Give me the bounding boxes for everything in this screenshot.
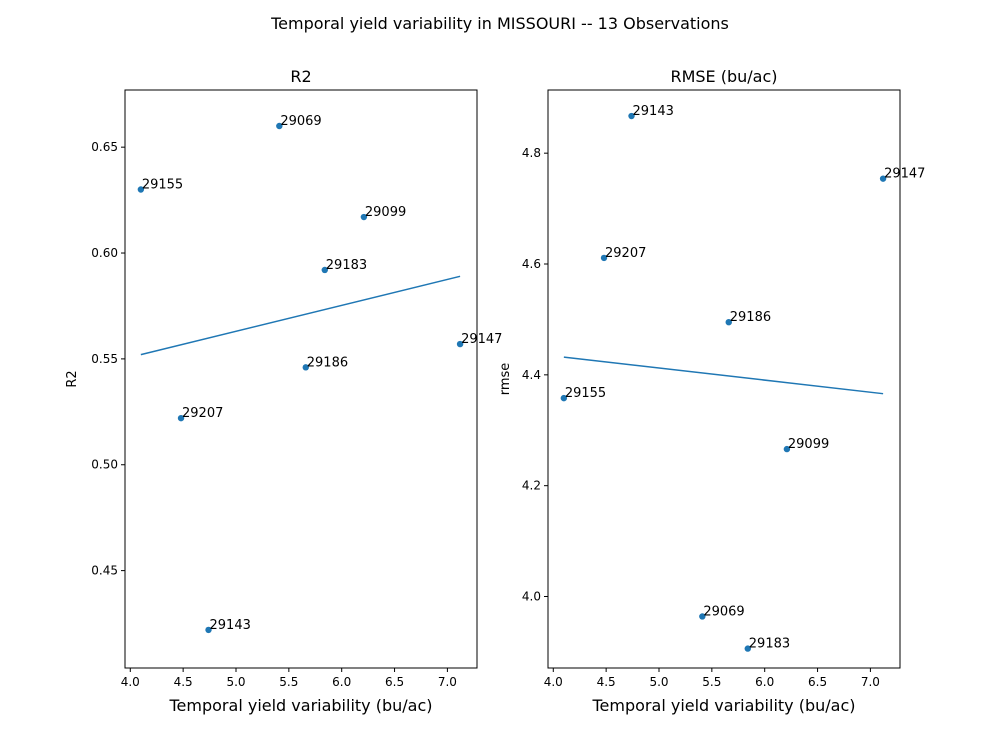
- r2-panel: R2 4.0 4.5 5.0 5.5 6.0 6.5 7.0 0.45 0.50 0.55 0.60 0…: [65, 67, 502, 715]
- r2-data-point: [205, 626, 212, 634]
- rmse-point-label: 29147: [884, 167, 925, 182]
- rmse-data-point: [560, 394, 568, 402]
- rmse-data-point: [628, 112, 635, 120]
- r2-chart-title: R2: [290, 67, 311, 86]
- r2-x-tick-label: 7.0: [438, 675, 457, 689]
- rmse-x-tick-label: 6.0: [755, 675, 774, 689]
- rmse-point-label: 29186: [730, 310, 771, 325]
- r2-y-tick-label: 0.55: [91, 352, 118, 366]
- r2-point-label: 29207: [182, 406, 223, 421]
- rmse-data-point: [600, 254, 608, 262]
- rmse-data-point: [725, 318, 732, 326]
- rmse-point-label: 29069: [703, 604, 744, 619]
- rmse-x-tick-label: 5.0: [649, 675, 668, 689]
- rmse-x-tick-label: 6.5: [808, 675, 827, 689]
- rmse-x-tick-label: 7.0: [861, 675, 880, 689]
- r2-y-tick-label: 0.65: [91, 140, 118, 154]
- r2-x-tick-label: 6.0: [332, 675, 351, 689]
- r2-point-label: 29155: [142, 178, 183, 193]
- r2-y-axis-label: R2: [65, 370, 80, 387]
- r2-point-label: 29183: [326, 258, 367, 273]
- rmse-y-tick-label: 4.6: [522, 257, 541, 271]
- r2-point-label: 29186: [307, 355, 348, 370]
- rmse-x-tick-label: 4.0: [544, 675, 563, 689]
- rmse-x-axis-label: Temporal yield variability (bu/ac): [592, 696, 856, 715]
- figure-suptitle: Temporal yield variability in MISSOURI -…: [270, 14, 729, 33]
- r2-x-tick-label: 4.5: [174, 675, 193, 689]
- rmse-point-label: 29099: [788, 437, 829, 452]
- r2-data-point: [321, 266, 328, 274]
- r2-data-point: [276, 122, 283, 130]
- rmse-data-point: [879, 175, 887, 182]
- r2-point-label: 29069: [280, 114, 321, 129]
- r2-axes-frame: [124, 89, 478, 669]
- r2-data-point: [302, 364, 309, 371]
- r2-point-label: 29143: [210, 618, 251, 633]
- r2-x-axis-label: Temporal yield variability (bu/ac): [169, 696, 433, 715]
- rmse-data-point: [783, 445, 791, 453]
- r2-y-tick-label: 0.50: [91, 458, 118, 472]
- r2-data-point: [177, 414, 185, 422]
- rmse-y-tick-label: 4.2: [522, 479, 541, 493]
- rmse-y-tick-label: 4.8: [522, 146, 541, 160]
- rmse-panel: RMSE (bu/ac) 4.0 4.5 5.0 5.5 6.0 6.5 7.0 4.0 4.2 4…: [498, 67, 925, 715]
- rmse-x-tick-label: 4.5: [597, 675, 616, 689]
- r2-y-tick-label: 0.60: [91, 246, 118, 260]
- r2-fit-line: [140, 275, 461, 356]
- rmse-point-label: 29143: [633, 104, 674, 119]
- r2-point-label: 29147: [461, 332, 502, 347]
- r2-x-tick-label: 5.5: [279, 675, 298, 689]
- r2-x-tick-label: 4.0: [121, 675, 140, 689]
- rmse-x-tick-label: 5.5: [702, 675, 721, 689]
- rmse-y-axis-label: rmse: [498, 363, 513, 396]
- r2-x-tick-label: 5.0: [226, 675, 245, 689]
- rmse-data-point: [744, 645, 751, 652]
- r2-data-point: [360, 213, 368, 221]
- rmse-point-label: 29207: [605, 246, 646, 261]
- rmse-data-point: [699, 613, 706, 620]
- r2-x-tick-label: 6.5: [385, 675, 404, 689]
- rmse-y-tick-label: 4.4: [522, 368, 541, 382]
- rmse-chart-title: RMSE (bu/ac): [670, 67, 777, 86]
- r2-data-point: [456, 340, 464, 348]
- r2-data-point: [137, 186, 145, 193]
- rmse-point-label: 29155: [565, 386, 606, 401]
- rmse-y-tick-label: 4.0: [522, 590, 541, 604]
- rmse-fit-line: [563, 356, 884, 395]
- rmse-point-label: 29183: [749, 637, 790, 652]
- rmse-axes-frame: [547, 89, 901, 669]
- r2-point-label: 29099: [365, 205, 406, 220]
- r2-y-tick-label: 0.45: [91, 564, 118, 578]
